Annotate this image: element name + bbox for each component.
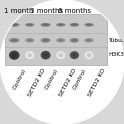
Text: Control: Control <box>44 68 59 90</box>
Ellipse shape <box>41 51 51 60</box>
Text: 6 months: 6 months <box>58 8 91 14</box>
Ellipse shape <box>12 53 17 58</box>
Ellipse shape <box>9 23 20 27</box>
Ellipse shape <box>41 23 51 27</box>
Text: 1 month: 1 month <box>4 8 34 14</box>
Ellipse shape <box>72 53 77 57</box>
Text: SETD2 KO: SETD2 KO <box>87 68 107 97</box>
Ellipse shape <box>58 53 63 57</box>
Ellipse shape <box>56 51 65 59</box>
Text: H3K3...: H3K3... <box>108 52 124 57</box>
Ellipse shape <box>84 51 94 59</box>
Ellipse shape <box>43 24 48 26</box>
Ellipse shape <box>9 50 20 60</box>
Text: Control: Control <box>73 68 88 90</box>
Ellipse shape <box>12 39 17 42</box>
Ellipse shape <box>27 24 32 26</box>
Ellipse shape <box>70 38 79 43</box>
Ellipse shape <box>87 24 91 26</box>
Ellipse shape <box>25 23 34 27</box>
Ellipse shape <box>9 38 20 43</box>
Ellipse shape <box>27 53 32 57</box>
Text: Tubu...: Tubu... <box>108 38 124 43</box>
Ellipse shape <box>70 51 79 59</box>
Ellipse shape <box>56 38 65 42</box>
Ellipse shape <box>43 53 48 57</box>
Ellipse shape <box>27 39 32 41</box>
Text: Control: Control <box>12 68 28 90</box>
Ellipse shape <box>84 38 94 42</box>
Ellipse shape <box>56 23 65 27</box>
Bar <box>5 14 107 65</box>
Ellipse shape <box>25 38 34 42</box>
Ellipse shape <box>72 24 77 26</box>
Ellipse shape <box>84 23 94 27</box>
Ellipse shape <box>70 23 79 27</box>
Text: SETD2 KO: SETD2 KO <box>28 68 47 97</box>
Ellipse shape <box>12 24 17 26</box>
Ellipse shape <box>43 39 48 42</box>
Ellipse shape <box>41 38 51 43</box>
Text: SETD2 KO: SETD2 KO <box>59 68 78 97</box>
Ellipse shape <box>87 39 91 41</box>
Text: 3 months: 3 months <box>30 8 63 14</box>
Ellipse shape <box>58 39 63 41</box>
Ellipse shape <box>58 24 63 26</box>
Ellipse shape <box>25 51 34 59</box>
Ellipse shape <box>72 39 77 42</box>
Ellipse shape <box>87 53 91 57</box>
